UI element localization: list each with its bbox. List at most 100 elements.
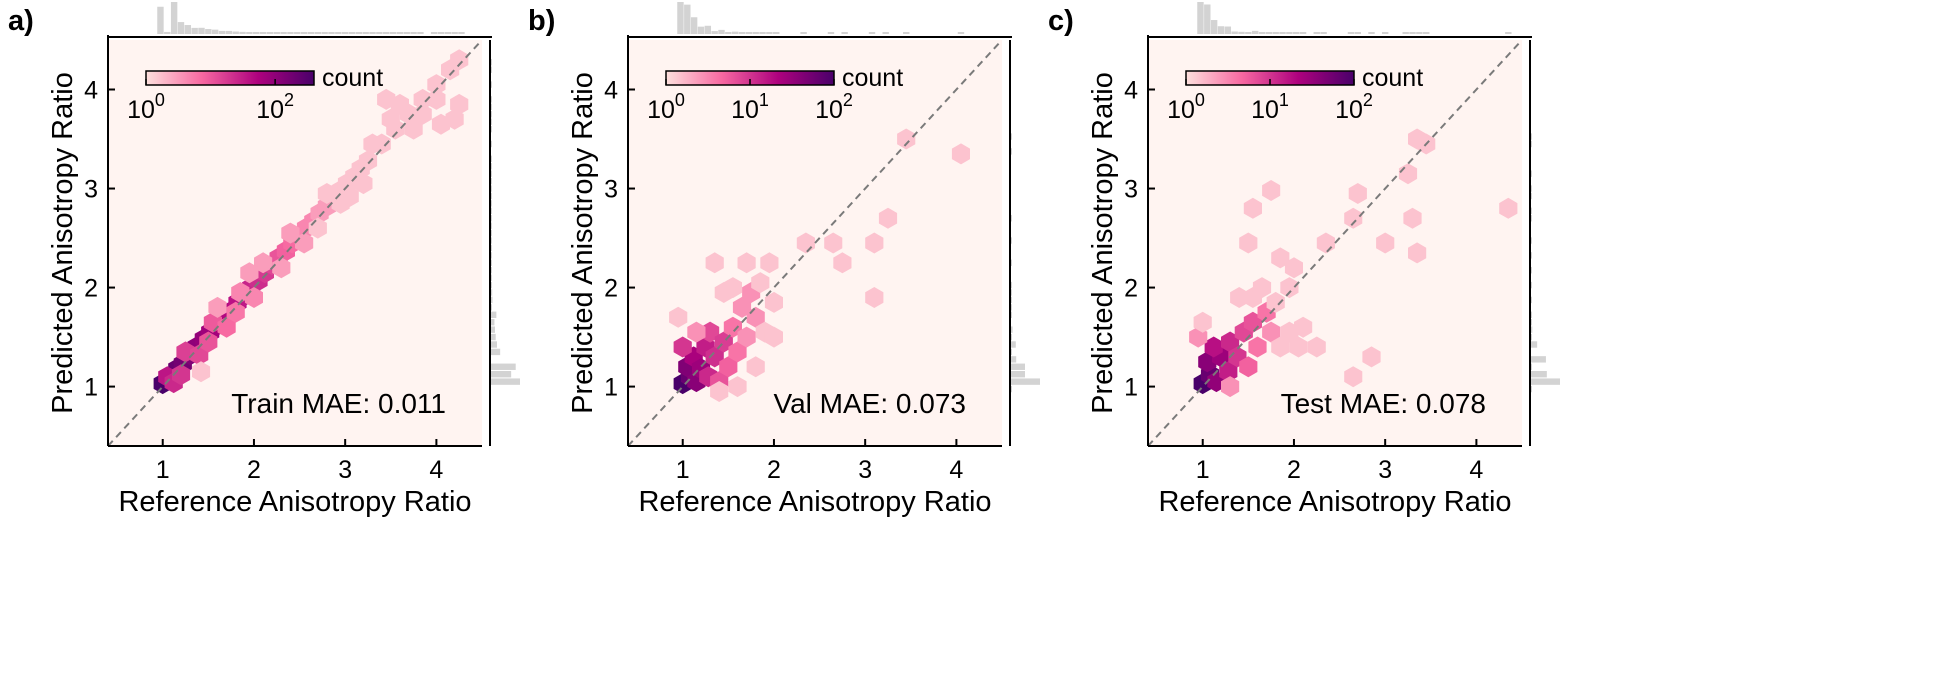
- hexbin-cell: [673, 336, 692, 358]
- histogram-bar: [1010, 371, 1025, 378]
- identity-reference-line: [627, 39, 1003, 447]
- histogram-bar: [389, 32, 397, 34]
- hexbin-cell: [1239, 232, 1258, 254]
- y-tick-label: 1: [604, 374, 618, 402]
- hexbin-cell: [705, 252, 724, 274]
- hexbin-cell: [450, 93, 469, 115]
- hexbin-cell: [1284, 257, 1303, 279]
- hexbin-cell: [751, 272, 770, 294]
- histogram-bar: [752, 32, 759, 34]
- histogram-bar: [1010, 363, 1025, 370]
- histogram-bar: [458, 32, 465, 34]
- hexbin-cell: [719, 356, 738, 378]
- y-tick-label: 1: [84, 374, 98, 402]
- histogram-bar: [410, 32, 417, 34]
- histogram-bar: [362, 32, 369, 34]
- histogram-bar: [225, 30, 233, 34]
- hexbin-cells: [669, 128, 970, 402]
- histogram-bar: [1217, 26, 1225, 34]
- hexbin-cell: [1362, 346, 1381, 368]
- hexbin-cell: [1307, 336, 1326, 358]
- colorbar-label: count: [322, 64, 383, 92]
- histogram-bar: [1347, 32, 1355, 34]
- histogram-bar: [827, 32, 835, 34]
- hexbin-cell: [764, 291, 783, 313]
- histogram-bar: [490, 371, 512, 378]
- hexbin-cell: [760, 252, 779, 274]
- hexbin-cell: [1289, 336, 1308, 358]
- identity-reference-line: [107, 39, 483, 447]
- hexbin-cell: [404, 118, 423, 140]
- x-axis-label: Reference Anisotropy Ratio: [1158, 486, 1511, 518]
- hexbin-cell: [723, 316, 742, 338]
- histogram-bar: [198, 27, 205, 34]
- histogram-bar: [164, 31, 171, 34]
- histogram-bar: [444, 32, 451, 34]
- hexbin-cell: [226, 301, 245, 323]
- hexbin-cell: [1280, 277, 1299, 299]
- histogram-bar: [300, 32, 308, 34]
- top-marginal-histogram: [677, 2, 965, 34]
- histogram-bar: [1231, 31, 1238, 34]
- right-marginal-histogram: [1530, 133, 1560, 393]
- colorbar-tick-label: 102: [1335, 90, 1373, 124]
- histogram-bar: [191, 27, 198, 34]
- histogram-bar: [1251, 30, 1259, 34]
- hexbin-cell: [431, 113, 450, 135]
- histogram-bar: [1272, 32, 1279, 34]
- histogram-bar: [1299, 32, 1307, 34]
- histogram-bar: [232, 31, 239, 34]
- histogram-bar: [677, 2, 684, 34]
- histogram-bar: [1224, 26, 1232, 34]
- x-tick-label: 3: [858, 456, 872, 484]
- hexbin-cell: [1280, 321, 1299, 343]
- hexbin-cell: [951, 143, 970, 165]
- histogram-bar: [273, 32, 280, 34]
- right-marginal-histogram: [1010, 133, 1040, 393]
- histogram-bar: [246, 32, 253, 34]
- histogram-bar: [287, 32, 294, 34]
- histogram-bar: [684, 4, 691, 34]
- hexbin-cell: [208, 296, 227, 318]
- hexbin-cell: [1193, 311, 1212, 333]
- histogram-bar: [1010, 378, 1040, 385]
- histogram-bar: [690, 17, 698, 34]
- histogram-bar: [1204, 4, 1211, 34]
- histogram-bar: [1530, 371, 1547, 378]
- histogram-bar: [1245, 32, 1252, 34]
- histogram-bar: [1530, 378, 1560, 385]
- hexbin-cell: [240, 262, 259, 284]
- top-marginal-histogram: [157, 2, 465, 35]
- hexbin-cell: [710, 381, 729, 402]
- hexbin-cell: [1221, 331, 1240, 353]
- histogram-bar: [957, 32, 965, 34]
- hexbin-cell: [413, 88, 432, 110]
- histogram-bar: [697, 26, 705, 34]
- hexbin-cell: [1248, 336, 1267, 358]
- x-tick-label: 1: [676, 456, 690, 484]
- panel-label: c): [1048, 5, 1074, 37]
- histogram-bar: [490, 289, 493, 296]
- hexbin-cell: [171, 364, 191, 386]
- right-marginal-histogram: [490, 59, 520, 385]
- histogram-bar: [1279, 32, 1286, 34]
- y-tick-label: 4: [604, 77, 618, 105]
- histogram-bar: [1210, 20, 1218, 34]
- histogram-bar: [1368, 32, 1375, 34]
- histogram-bar: [725, 32, 732, 34]
- hexbin-cell: [878, 207, 898, 229]
- hexbin-cell: [1221, 376, 1240, 398]
- histogram-bar: [490, 333, 496, 341]
- axes: 1 2 3 4 1 2 3 4: [84, 35, 492, 484]
- hexbin-cell: [427, 88, 446, 110]
- histogram-bar: [177, 22, 185, 34]
- histogram-bar: [211, 29, 219, 34]
- hexbin-cell: [340, 186, 359, 207]
- mae-annotation: Test MAE: 0.078: [1281, 388, 1486, 419]
- histogram-bar: [403, 32, 410, 34]
- histogram-bar: [1313, 32, 1320, 34]
- histogram-bar: [1381, 32, 1389, 34]
- histogram-bar: [1423, 32, 1430, 34]
